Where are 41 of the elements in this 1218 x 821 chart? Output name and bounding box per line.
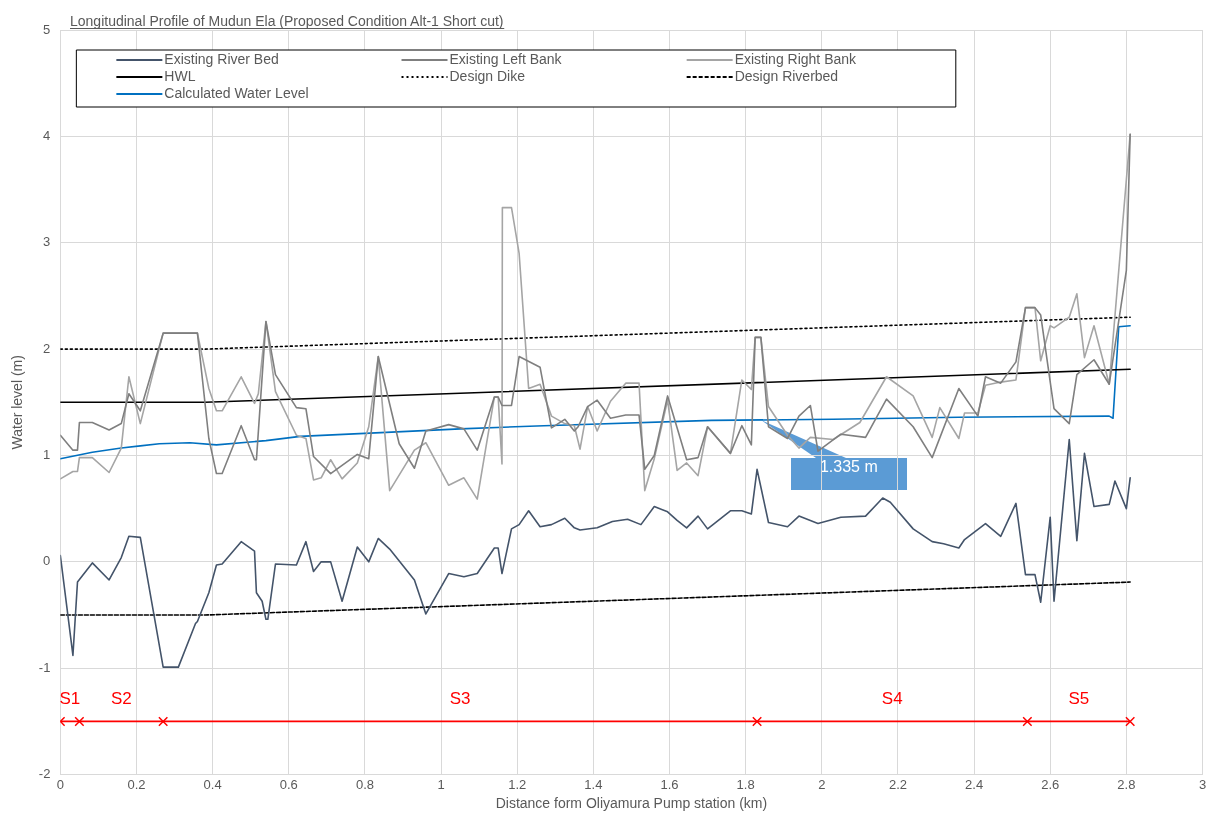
legend-label: Existing River Bed: [164, 50, 279, 67]
y-tick-label: -1: [38, 659, 51, 675]
x-tick-label: 2.6: [1041, 776, 1060, 792]
y-tick-label: 3: [43, 234, 51, 250]
legend-label: Design Dike: [449, 67, 526, 84]
x-tick-label: 3: [1198, 776, 1207, 792]
annotation: 1.335 m: [790, 457, 907, 490]
x-axis-title: Distance form Oliyamura Pump station (km): [495, 795, 768, 812]
x-tick-label: 1.2: [508, 776, 527, 792]
annotation: S4: [881, 689, 903, 709]
annotation: S1: [59, 689, 81, 709]
legend-label: Existing Right Bank: [734, 50, 858, 67]
annotation: S2: [110, 689, 132, 709]
annotation: S5: [1068, 689, 1090, 709]
x-tick-label: 2.2: [888, 776, 907, 792]
legend-label: Existing Left Bank: [449, 50, 563, 67]
legend-label: Design Riverbed: [734, 67, 839, 84]
y-tick-label: 0: [43, 553, 51, 569]
x-tick-label: 1.6: [660, 776, 679, 792]
legend-label: Calculated Water Level: [164, 84, 309, 101]
x-tick-label: 0.4: [203, 776, 222, 792]
y-tick-label: -2: [38, 766, 51, 782]
x-tick-label: 0.8: [355, 776, 374, 792]
x-tick-label: 2.4: [965, 776, 984, 792]
annotation: S3: [449, 689, 471, 709]
y-tick-label: 5: [43, 21, 51, 37]
chart-title: Longitudinal Profile of Mudun Ela (Proposed Condition Alt-1 Short cut): [70, 13, 504, 29]
x-tick-label: 1.8: [736, 776, 755, 792]
x-tick-label: 0: [56, 776, 64, 792]
legend-label: HWL: [164, 67, 196, 84]
y-tick-label: 1: [43, 447, 51, 463]
y-axis-title: Water level (m): [9, 355, 26, 450]
y-tick-label: 4: [43, 127, 51, 143]
x-tick-label: 1: [437, 776, 445, 792]
x-tick-label: 2.8: [1117, 776, 1136, 792]
callout-box: 1.335 m: [760, 419, 907, 490]
x-tick-label: 1.4: [584, 776, 603, 792]
y-tick-label: 2: [43, 340, 51, 356]
x-tick-label: 2: [818, 776, 826, 792]
x-tick-label: 0.6: [279, 776, 298, 792]
x-tick-label: 0.2: [127, 776, 146, 792]
